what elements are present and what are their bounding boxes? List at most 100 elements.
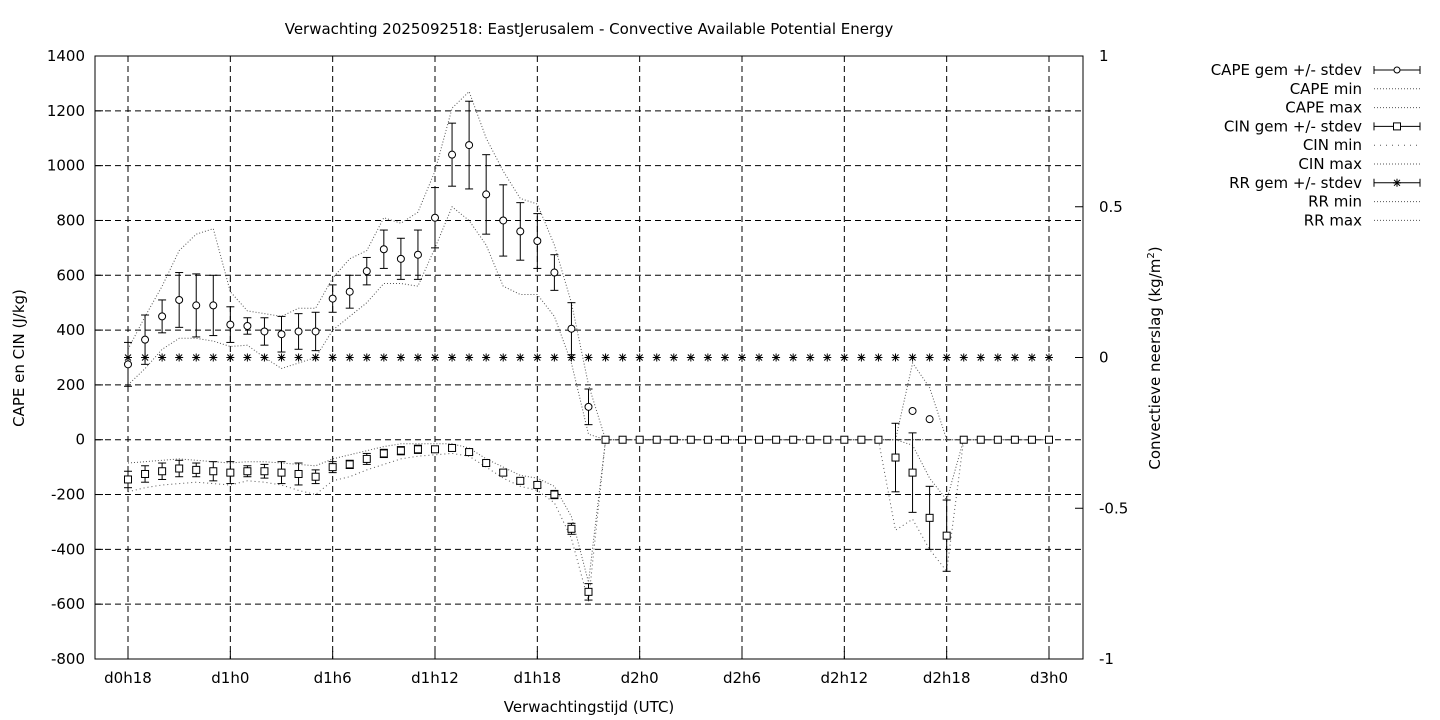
- cin-point: [635, 435, 644, 444]
- cape-max-line: [127, 90, 1049, 441]
- rr-point: [362, 353, 371, 362]
- cin-point: [379, 449, 388, 458]
- cin-point: [686, 435, 695, 444]
- rr-point: [908, 353, 917, 362]
- rr-point: [891, 353, 900, 362]
- cin-point: [942, 531, 951, 540]
- y-tick-label: 1000: [47, 157, 85, 175]
- cin-point: [396, 446, 405, 455]
- y2-axis-title: Convectieve neerslag (kg/m2): [1146, 246, 1164, 469]
- cin-point: [362, 454, 371, 463]
- x-tick-label: d1h12: [411, 669, 459, 687]
- cin-point: [703, 435, 712, 444]
- x-tick-label: d2h0: [621, 669, 659, 687]
- rr-star-stroke: [192, 354, 200, 361]
- cin-point: [1010, 435, 1019, 444]
- legend-label: CIN min: [1303, 136, 1362, 154]
- rr-star-stroke: [602, 354, 609, 361]
- rr-star-stroke: [670, 354, 678, 361]
- rr-star-stroke: [858, 354, 865, 361]
- cape-point: [311, 327, 320, 336]
- cin-point: [413, 445, 422, 454]
- cin-point: [448, 443, 457, 452]
- rr-star-stroke: [585, 354, 592, 361]
- cin-point: [175, 464, 184, 473]
- cape-point: [482, 190, 491, 199]
- rr-point: [192, 353, 201, 362]
- x-axis-title: Verwachtingstijd (UTC): [504, 698, 675, 716]
- cin-point: [431, 445, 439, 454]
- y2-axis-title-end: ): [1146, 246, 1164, 252]
- rr-point: [175, 353, 184, 362]
- cin-point: [840, 435, 849, 444]
- cin-point: [1045, 435, 1053, 444]
- rr-point: [158, 353, 167, 362]
- cin-point: [158, 467, 167, 476]
- rr-point: [431, 353, 439, 362]
- rr-point: [1045, 353, 1053, 362]
- y2-tick-label: 0: [1099, 349, 1109, 367]
- rr-point: [874, 353, 883, 362]
- cape-point: [431, 213, 439, 222]
- cape-point: [209, 301, 218, 310]
- rr-star-stroke: [823, 354, 831, 361]
- rr-star-stroke: [448, 354, 456, 361]
- cape-point: [413, 250, 422, 259]
- x-tick-label: d2h12: [820, 669, 868, 687]
- cin-point: [857, 435, 866, 444]
- rr-star-stroke: [653, 354, 661, 361]
- cin-point: [976, 435, 985, 444]
- rr-star-stroke: [346, 354, 354, 361]
- cin-point: [550, 490, 559, 499]
- cape-point: [533, 237, 542, 246]
- cape-point: [567, 324, 576, 333]
- y-tick-label: -400: [51, 540, 85, 558]
- legend-marker-star: [1393, 179, 1401, 187]
- rr-star-stroke: [295, 354, 302, 361]
- rr-star-stroke: [431, 354, 439, 361]
- x-tick-label: d1h18: [513, 669, 561, 687]
- rr-star-stroke: [465, 354, 473, 361]
- cin-point: [311, 472, 320, 481]
- cin-point: [499, 468, 508, 477]
- cape-point: [908, 406, 917, 415]
- cape-point: [260, 327, 269, 336]
- rr-point: [1010, 353, 1019, 362]
- x-tick-label: d1h0: [211, 669, 249, 687]
- cin-point: [806, 435, 815, 444]
- rr-star-stroke: [380, 354, 388, 361]
- rr-point: [823, 353, 832, 362]
- rr-star-stroke: [244, 354, 251, 361]
- y-tick-label: 800: [56, 211, 85, 229]
- series-layer: [124, 90, 1053, 602]
- cape-point: [550, 268, 559, 277]
- y-tick-label: -600: [51, 595, 85, 613]
- cin-point: [891, 453, 900, 462]
- rr-point: [499, 353, 508, 362]
- rr-point: [959, 353, 968, 362]
- rr-star-stroke: [704, 354, 712, 361]
- legend-label: RR gem +/- stdev: [1229, 174, 1362, 192]
- cin-point: [1027, 435, 1036, 444]
- rr-point: [533, 353, 542, 362]
- cin-point: [908, 468, 917, 477]
- cin-point: [925, 513, 934, 522]
- cin-point: [328, 463, 337, 472]
- cin-point: [652, 435, 661, 444]
- rr-star-stroke: [312, 354, 319, 361]
- y2-tick-label: -1: [1099, 650, 1114, 668]
- y-tick-label: 400: [56, 321, 85, 339]
- cin-point: [738, 435, 746, 444]
- cape-point: [226, 320, 235, 329]
- y-tick-label: 200: [56, 376, 85, 394]
- rr-point: [465, 353, 474, 362]
- rr-star-stroke: [755, 354, 763, 361]
- rr-star-stroke: [840, 354, 848, 361]
- rr-point: [345, 353, 354, 362]
- legend-label: CAPE min: [1290, 80, 1362, 98]
- cin-point: [209, 467, 218, 476]
- y-tick-label: 0: [75, 431, 85, 449]
- rr-star-stroke: [329, 354, 337, 361]
